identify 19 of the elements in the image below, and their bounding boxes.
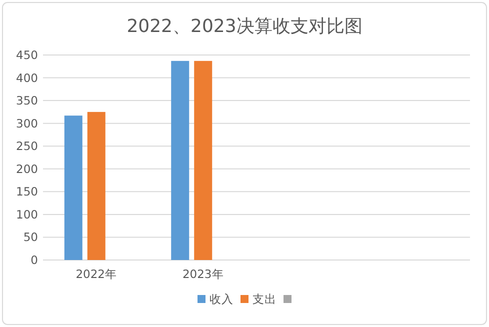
bar <box>87 112 106 260</box>
x-tick-label: 2023年 <box>182 267 224 281</box>
legend-label: 收入 <box>210 292 234 306</box>
x-tick-label: 2022年 <box>76 267 118 281</box>
y-tick-label: 350 <box>16 94 38 108</box>
y-tick-label: 300 <box>16 116 38 130</box>
y-tick-label: 400 <box>16 70 38 85</box>
legend-label: 支出 <box>252 292 276 306</box>
bar <box>64 116 82 260</box>
y-tick-label: 50 <box>23 230 38 244</box>
bar <box>171 60 190 260</box>
y-tick-label: 450 <box>16 48 38 62</box>
y-tick-label: 100 <box>16 207 38 222</box>
y-tick-label: 250 <box>16 139 38 154</box>
y-tick-label: 0 <box>30 253 38 267</box>
y-tick-label: 150 <box>16 184 38 199</box>
y-tick-label: 200 <box>16 162 38 176</box>
bar <box>194 60 212 260</box>
chart-title: 2022、2023决算收支对比图 <box>126 16 362 37</box>
